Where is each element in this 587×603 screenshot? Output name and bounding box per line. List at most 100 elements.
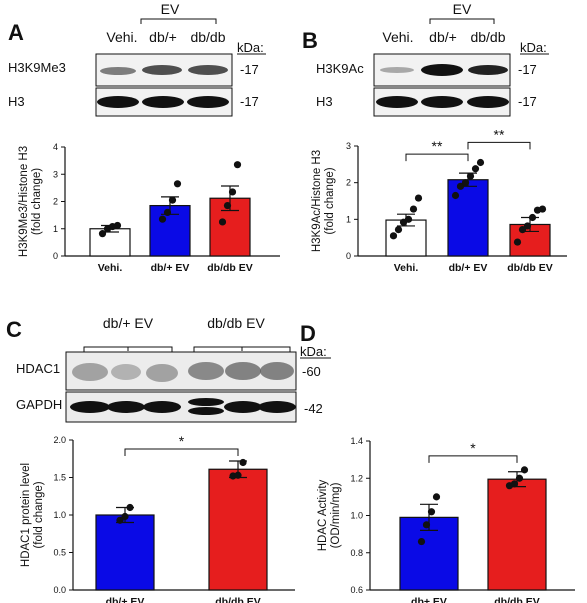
chart-b-y-tick-label: 1: [346, 214, 351, 224]
chart-a-y-tick-label: 0: [53, 251, 58, 261]
chart-b-bar: [447, 179, 489, 257]
chart-a-y-tick-label: 3: [53, 169, 58, 179]
chart-d-data-point: [515, 474, 524, 482]
panel-c-row-1-label: HDAC1: [16, 361, 60, 376]
panel-a-lane-1: Vehi.: [106, 29, 137, 45]
panel-b-row-2-label: H3: [316, 94, 333, 109]
chart-b-y-tick-label: 3: [346, 141, 351, 151]
panel-c-letter: C: [6, 317, 22, 342]
panel-b-letter: B: [302, 28, 318, 53]
chart-d-y-label: (OD/min/mg): [330, 482, 342, 548]
chart-d-data-point: [427, 508, 436, 516]
chart-a-data-point: [223, 201, 232, 210]
chart-d-y-tick-label: 1.4: [350, 436, 363, 446]
chart-c-y-tick-label: 2.0: [53, 435, 66, 445]
chart-a-y-tick-label: 1: [53, 224, 58, 234]
panel-d-letter: D: [300, 321, 316, 346]
chart-d-significance-bracket: [428, 455, 518, 463]
panel-b-lane-2: db/+: [429, 29, 457, 45]
chart-d-category-label: db+ EV: [411, 596, 447, 603]
chart-a-y-label: (fold change): [31, 168, 43, 235]
chart-d-y-tick-label: 0.6: [350, 585, 363, 595]
chart-a-y-tick-label: 2: [53, 197, 58, 207]
chart-b-data-point: [456, 182, 465, 190]
chart-a-data-point: [98, 230, 107, 238]
panel-b-blot: B EV Vehi. db/+ db/db kDa: H3K9Ac -17 H3…: [302, 1, 549, 117]
panel-a-row-2-label: H3: [8, 94, 25, 109]
chart-b-y-label: H3K9Ac/Histone H3: [311, 150, 323, 252]
chart-a: 0 1 2 3 4 H3K9Me3/Histone H3 (fold change) Vehi…: [18, 142, 280, 274]
panel-a-row-1-kda: -17: [240, 62, 259, 77]
chart-c-data-point: [116, 516, 124, 524]
chart-b-data-point: [523, 222, 532, 230]
chart-c-data-point: [121, 512, 129, 521]
panel-b-kda-label: kDa:: [520, 40, 547, 55]
chart-c: 0.0 0.5 1.0 1.5 2.0 HDAC1 protein level (fold …: [20, 433, 295, 603]
chart-b-data-point: [394, 226, 403, 234]
chart-b-data-point: [528, 213, 537, 222]
panel-a-blot: A EV Vehi. db/+ db/db kDa: H3K9Me3 -17 H…: [8, 1, 266, 117]
panel-c-blot: C db/+ EV db/db EV kDa: HDAC1 -60 GAPDH …: [6, 315, 331, 423]
chart-b-significance-label: **: [494, 126, 505, 142]
chart-c-data-point: [126, 503, 134, 512]
chart-d-data-point: [417, 537, 426, 546]
chart-c-y-label: (fold change): [33, 481, 45, 548]
chart-b-y-tick-label: 0: [346, 251, 351, 261]
panel-a-kda-label: kDa:: [237, 40, 264, 55]
chart-d: 0.6 0.8 1.0 1.2 1.4 HDAC Activity (OD/min/mg) d…: [317, 436, 575, 603]
chart-b-data-point: [451, 191, 460, 200]
chart-c-y-tick-label: 0.0: [53, 585, 66, 595]
chart-d-bar: [487, 478, 547, 591]
chart-b-data-point: [518, 226, 527, 234]
chart-b-data-point: [513, 238, 522, 246]
panel-b-lane-1: Vehi.: [382, 29, 413, 45]
chart-b-y-label: (fold change): [324, 167, 336, 234]
chart-c-category-label: db/+ EV: [106, 596, 145, 603]
chart-a-bar: [89, 228, 131, 257]
panel-a-lane-3: db/db: [190, 29, 225, 45]
chart-d-y-tick-label: 0.8: [350, 548, 363, 558]
chart-b: 0 1 2 3 H3K9Ac/Histone H3 (fold change) Vehi. d…: [311, 126, 567, 274]
panel-c-row-1-kda: -60: [302, 364, 321, 379]
chart-b-data-point: [404, 215, 413, 223]
chart-a-category-label: db/db EV: [207, 262, 253, 274]
chart-b-data-point: [389, 232, 398, 240]
chart-d-data-point: [432, 493, 441, 501]
chart-a-category-label: Vehi.: [98, 262, 123, 274]
chart-c-category-label: db/db EV: [215, 596, 261, 603]
chart-a-data-point: [158, 215, 167, 223]
chart-c-data-point: [234, 471, 242, 479]
chart-d-data-point: [510, 480, 519, 488]
chart-b-significance-bracket: [405, 153, 469, 162]
chart-a-data-point: [168, 196, 177, 204]
chart-d-y-label: HDAC Activity: [317, 479, 329, 551]
chart-b-data-point: [476, 158, 485, 167]
panel-c-kda-label: kDa:: [300, 344, 327, 359]
chart-b-y-tick-label: 2: [346, 178, 351, 188]
panel-a-group-label: EV: [161, 1, 180, 17]
chart-a-data-point: [173, 180, 182, 188]
chart-a-y-label: H3K9Me3/Histone H3: [18, 146, 30, 257]
panel-b-row-1-label: H3K9Ac: [316, 61, 364, 76]
panel-a-group-bracket: [140, 18, 217, 24]
chart-c-significance-bracket: [124, 448, 239, 456]
chart-b-significance-label: **: [432, 138, 443, 154]
chart-d-y-tick-label: 1.2: [350, 473, 363, 483]
panel-a-row-2-kda: -17: [240, 94, 259, 109]
chart-a-data-point: [233, 161, 242, 169]
panel-c-group-2-bracket: [193, 346, 291, 352]
chart-a-data-point: [113, 221, 122, 230]
panel-a-lane-2: db/+: [149, 29, 177, 45]
chart-d-category-label: db/db EV: [494, 596, 540, 603]
chart-d-data-point: [520, 466, 529, 474]
chart-c-data-point: [239, 458, 247, 467]
panel-c-group-1: db/+ EV: [103, 315, 154, 331]
chart-b-data-point: [414, 194, 423, 202]
panel-b-row-1-kda: -17: [518, 62, 537, 77]
chart-b-data-point: [461, 179, 470, 187]
chart-c-y-tick-label: 0.5: [53, 548, 66, 558]
chart-b-data-point: [466, 172, 475, 180]
chart-d-significance-label: *: [470, 440, 476, 456]
chart-d-y-tick-label: 1.0: [350, 511, 363, 521]
